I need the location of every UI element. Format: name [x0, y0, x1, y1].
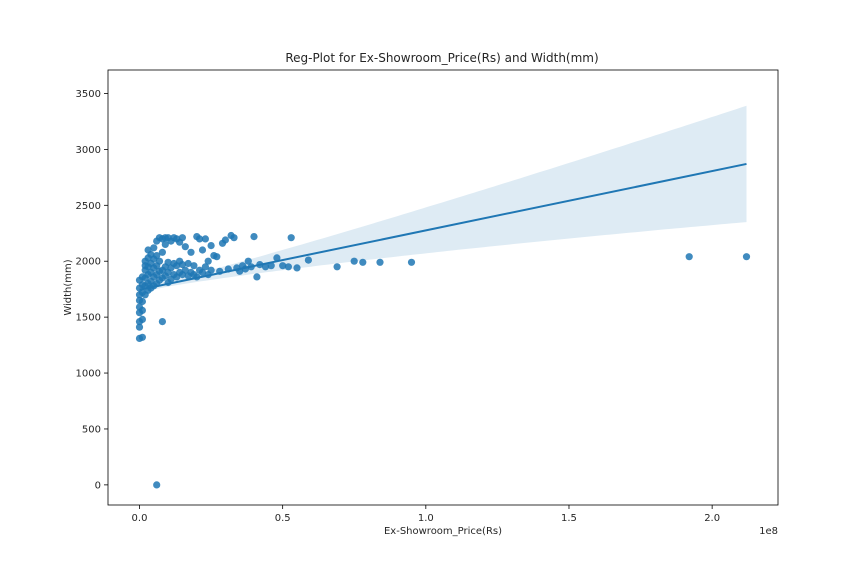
scatter-point: [207, 242, 215, 250]
scatter-point: [187, 248, 195, 256]
scatter-point: [161, 240, 169, 248]
scatter-point: [287, 234, 295, 242]
scatter-point: [685, 253, 693, 261]
scatter-point: [213, 253, 221, 261]
scatter-point: [359, 258, 367, 266]
scatter-point: [153, 481, 161, 489]
scatter-point: [153, 252, 161, 260]
x-axis-offset-label: 1e8: [759, 526, 778, 537]
x-tick-label: 1.0: [418, 513, 434, 524]
scatter-point: [178, 261, 186, 269]
scatter-point: [204, 257, 212, 265]
y-tick-label: 1500: [76, 313, 101, 324]
x-tick-label: 0.5: [275, 513, 291, 524]
scatter-point: [150, 244, 158, 252]
scatter-point: [273, 254, 281, 262]
scatter-point: [304, 256, 312, 264]
y-tick-label: 1000: [76, 369, 101, 380]
scatter-point: [135, 323, 144, 331]
scatter-point: [253, 273, 261, 281]
scatter-point: [350, 257, 358, 265]
scatter-point: [333, 263, 341, 271]
chart-title: Reg-Plot for Ex-Showroom_Price(Rs) and W…: [285, 51, 598, 65]
scatter-point: [201, 235, 209, 243]
scatter-point: [244, 257, 252, 265]
scatter-point: [155, 257, 164, 265]
plot-area: [135, 105, 751, 489]
scatter-point: [293, 264, 301, 272]
scatter-point: [267, 262, 275, 270]
scatter-point: [158, 248, 166, 256]
scatter-point: [284, 263, 292, 271]
scatter-point: [164, 258, 172, 266]
scatter-point: [138, 333, 146, 341]
x-axis-ticks: 0.0 0.5 1.0 1.5 2.0: [132, 505, 720, 524]
confidence-band: [139, 105, 747, 293]
scatter-point: [201, 263, 209, 271]
scatter-point: [742, 253, 751, 261]
scatter-point: [158, 318, 166, 326]
y-axis-ticks: 0 500 1000 1500 2000 2500 3000 3500: [76, 89, 108, 491]
scatter-point: [250, 233, 258, 241]
x-tick-label: 2.0: [704, 513, 720, 524]
y-tick-label: 2500: [76, 201, 101, 212]
scatter-point: [138, 306, 146, 314]
scatter-point: [184, 259, 192, 268]
x-axis-label: Ex-Showroom_Price(Rs): [384, 526, 502, 537]
regression-line: [139, 162, 747, 291]
y-tick-label: 3000: [76, 145, 101, 156]
scatter-point: [181, 266, 189, 274]
y-tick-label: 500: [82, 424, 101, 435]
scatter-point: [407, 258, 416, 266]
scatter-point: [181, 243, 189, 251]
scatter-point: [198, 268, 207, 276]
y-tick-label: 2000: [76, 257, 101, 268]
scatter-point: [196, 235, 204, 243]
x-tick-label: 0.0: [132, 513, 148, 524]
plot-frame: [107, 69, 779, 506]
x-tick-label: 1.5: [561, 513, 577, 524]
scatter-point: [279, 262, 287, 270]
scatter-point: [230, 234, 238, 242]
y-axis-label: Width(mm): [63, 259, 74, 315]
y-tick-label: 0: [95, 480, 101, 491]
scatter-point: [221, 236, 229, 244]
scatter-point: [198, 246, 207, 254]
scatter-point: [190, 262, 198, 270]
scatter-point: [138, 297, 146, 306]
y-tick-label: 3500: [76, 89, 101, 100]
scatter-point: [138, 315, 146, 323]
scatter-point: [207, 266, 215, 274]
scatter-point: [376, 258, 384, 266]
scatter-point: [178, 234, 186, 242]
